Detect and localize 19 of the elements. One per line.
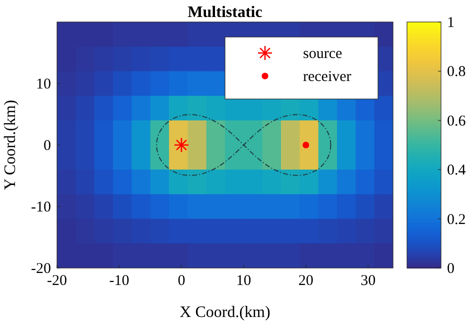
color-bar-label: 0.2 [447,212,466,228]
color-bar-label: 0.4 [447,162,466,179]
color-bar-label: 0.8 [447,64,466,80]
x-tick-label: 20 [298,273,314,289]
legend-label: source [303,46,342,62]
color-bar-label: 0.6 [447,113,466,130]
legend-label: receiver [303,69,352,85]
x-tick-label: 30 [360,273,376,289]
x-tick-label: 0 [178,273,186,289]
x-axis-title: X Coord.(km) [180,304,270,321]
color-bar-label: 0 [447,261,454,277]
color-bar-label: 1 [447,15,454,31]
y-tick-label: 0 [44,138,51,154]
y-axis-title: Y Coord.(km) [2,100,19,190]
y-tick-label: -10 [31,200,51,216]
x-tick-label: -10 [109,273,130,289]
chart-title: Multistatic [188,4,262,21]
x-tick-label: 10 [236,273,252,289]
y-tick-label: 10 [36,76,51,92]
